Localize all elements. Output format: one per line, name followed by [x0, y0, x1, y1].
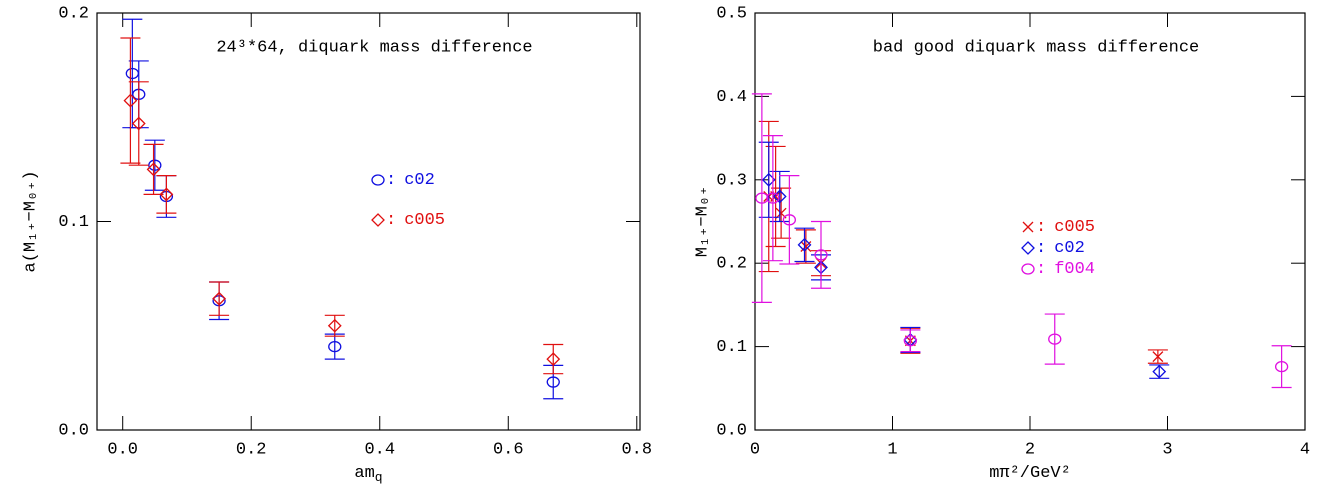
marker: [903, 335, 918, 347]
marker: [1152, 364, 1167, 379]
x-axis-label-main: am: [354, 464, 374, 483]
marker: [371, 213, 385, 227]
marker: [327, 318, 342, 333]
y-tick-label: 0.3: [716, 171, 747, 190]
y-tick-label: 0.5: [716, 4, 747, 23]
y-axis-label: a(M₁₊−M₀₊): [21, 170, 40, 272]
marker: [1048, 333, 1062, 345]
marker: [772, 189, 787, 204]
y-tick-label: 0.0: [716, 421, 747, 440]
marker: [371, 174, 385, 186]
error-bar: [1044, 313, 1065, 365]
plot-frame: [96, 12, 641, 431]
x-axis-label: mπ²/GeV²: [989, 464, 1071, 483]
y-tick-label: 0.1: [716, 338, 747, 357]
marker: [131, 116, 146, 131]
legend-name: c02: [1054, 239, 1085, 258]
y-tick-label: 0.2: [716, 255, 747, 274]
x-tick-label: 0.2: [236, 440, 267, 459]
x-axis-label-sub: q: [375, 470, 383, 485]
chart-title: bad good diquark mass difference: [873, 38, 1199, 57]
x-tick-label: 2: [1025, 440, 1035, 459]
error-bar: [794, 227, 815, 263]
legend-label: : f004: [1036, 260, 1095, 279]
error-bar: [543, 343, 564, 375]
y-tick-label: 0.2: [58, 4, 89, 23]
legend-separator: :: [1036, 239, 1046, 258]
error-bar: [751, 93, 772, 303]
marker: [328, 340, 342, 353]
error-bar: [900, 329, 921, 353]
marker: [782, 214, 797, 226]
error-bar: [143, 143, 164, 195]
marker: [212, 291, 227, 306]
legend-label: : c02: [1036, 239, 1085, 258]
legend-label: : c005: [386, 211, 445, 230]
legend-separator: :: [386, 171, 396, 190]
legend-name: c005: [1054, 218, 1095, 237]
error-bar: [324, 314, 345, 337]
x-tick-label: 0: [750, 440, 760, 459]
y-tick-label: 0.1: [58, 213, 89, 232]
marker: [766, 192, 780, 204]
error-bar: [1149, 364, 1170, 379]
marker: [1022, 221, 1034, 233]
marker: [797, 237, 812, 252]
x-tick-label: 0.6: [493, 440, 524, 459]
x-tick-label: 0.8: [621, 440, 652, 459]
error-bar: [209, 281, 230, 316]
marker: [755, 192, 769, 204]
error-bar: [156, 175, 177, 214]
x-axis-label: amq: [354, 464, 382, 485]
marker: [146, 162, 161, 177]
marker: [814, 249, 828, 261]
error-bar: [128, 81, 149, 166]
x-tick-label: 4: [1300, 440, 1310, 459]
legend-separator: :: [1036, 260, 1046, 279]
marker: [1152, 351, 1164, 363]
x-tick-label: 1: [887, 440, 897, 459]
legend-separator: :: [1036, 218, 1046, 237]
marker: [546, 376, 560, 388]
error-bar: [762, 134, 783, 262]
marker: [159, 187, 174, 202]
legend-name: f004: [1054, 260, 1095, 279]
marker: [1021, 241, 1035, 255]
error-bar: [811, 220, 831, 289]
x-tick-label: 0.0: [107, 440, 138, 459]
marker: [1274, 360, 1289, 373]
y-tick-label: 0.0: [58, 421, 89, 440]
y-tick-label: 0.4: [716, 88, 747, 107]
marker: [546, 352, 561, 367]
legend-name: c02: [404, 171, 435, 190]
x-axis-label-main: mπ²/GeV²: [989, 464, 1071, 483]
legend-separator: :: [386, 211, 396, 230]
legend-label: : c005: [1036, 218, 1095, 237]
legend-label: : c02: [386, 171, 435, 190]
x-tick-label: 3: [1162, 440, 1172, 459]
marker: [148, 159, 162, 171]
marker: [123, 93, 138, 108]
y-axis-label: M₁₊−M₀₊: [693, 186, 712, 257]
x-tick-label: 0.4: [364, 440, 395, 459]
chart-title: 24³*64, diquark mass difference: [216, 38, 532, 57]
marker: [1021, 263, 1035, 275]
legend-name: c005: [404, 211, 445, 230]
plot-frame: [754, 12, 1306, 431]
error-bar: [120, 37, 141, 164]
error-bar: [324, 333, 345, 360]
error-bar: [1271, 345, 1292, 389]
error-bar: [779, 175, 800, 265]
